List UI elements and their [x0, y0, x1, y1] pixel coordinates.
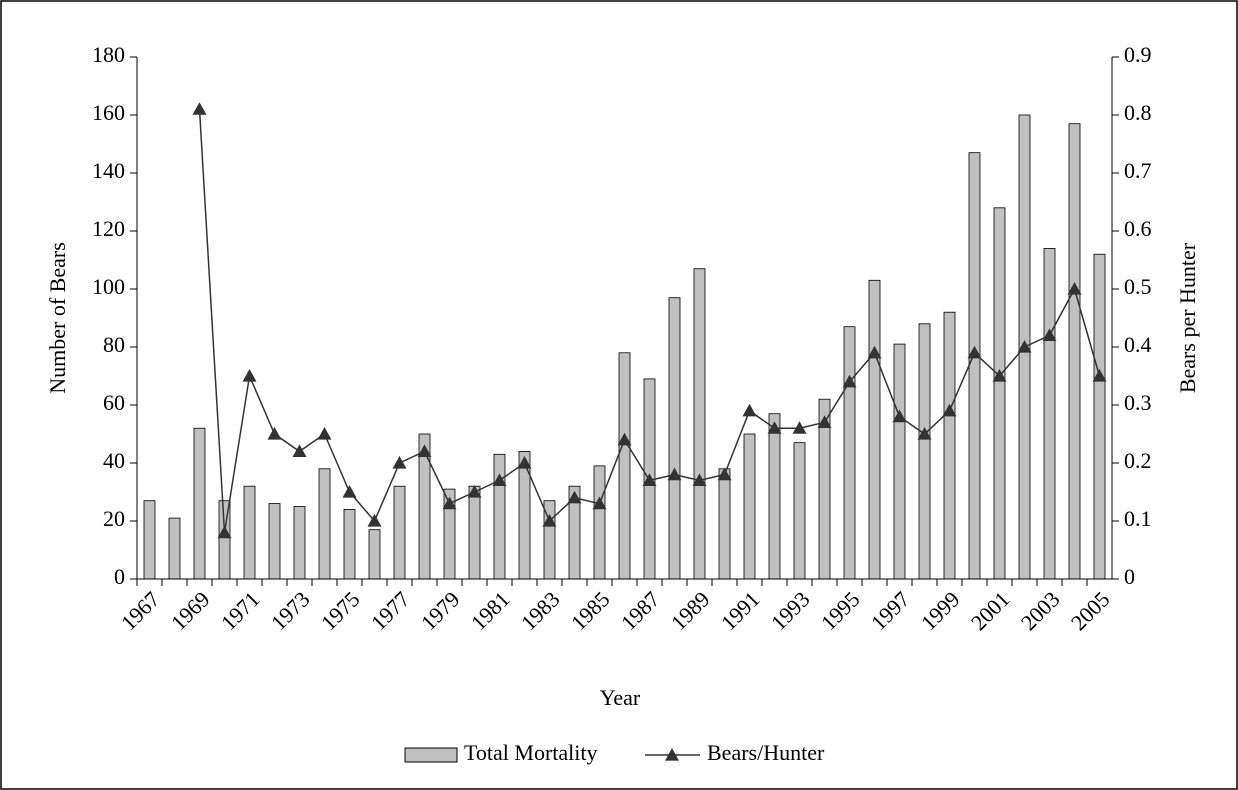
marker — [742, 403, 757, 417]
marker — [867, 345, 882, 359]
bar — [1068, 123, 1081, 580]
y-tick-label: 120 — [92, 216, 125, 241]
marker — [642, 473, 657, 486]
y2-tick-label: 0.8 — [1124, 100, 1152, 125]
marker — [767, 421, 782, 434]
y-tick-label: 100 — [92, 274, 125, 299]
y2-tick-label: 0.9 — [1124, 42, 1152, 67]
y2-tick-label: 0.7 — [1124, 158, 1152, 183]
y-tick-label: 140 — [92, 158, 125, 183]
marker — [517, 456, 532, 469]
legend-swatch — [404, 747, 458, 763]
bar — [843, 326, 856, 580]
marker — [392, 456, 407, 469]
marker — [892, 409, 907, 423]
marker — [467, 485, 482, 498]
marker — [292, 444, 307, 457]
y-tick-label: 180 — [92, 42, 125, 67]
bar — [593, 465, 606, 580]
marker — [267, 427, 282, 440]
bar — [918, 323, 931, 580]
bar — [393, 485, 406, 580]
marker — [192, 102, 207, 115]
bar — [1043, 247, 1056, 580]
marker — [492, 473, 507, 486]
x-axis-label: Year — [600, 685, 641, 710]
marker — [942, 403, 957, 417]
bar — [1093, 253, 1106, 580]
marker — [317, 427, 332, 440]
marker — [667, 467, 682, 481]
marker — [567, 490, 582, 504]
marker — [542, 514, 557, 527]
bar — [943, 311, 956, 580]
bar — [493, 453, 506, 580]
y-tick-label: 0 — [114, 564, 125, 589]
bar — [268, 503, 281, 580]
marker — [692, 473, 707, 486]
marker — [992, 369, 1007, 382]
y2-tick-label: 0.1 — [1124, 506, 1152, 531]
bar — [168, 517, 181, 580]
marker — [217, 525, 232, 539]
y2-tick-label: 0.2 — [1124, 448, 1152, 473]
bar — [743, 433, 756, 580]
bar — [668, 297, 681, 580]
marker — [1067, 282, 1082, 295]
bar — [868, 279, 881, 580]
marker — [1042, 328, 1057, 341]
y2-tick-label: 0.6 — [1124, 216, 1152, 241]
y2-tick-label: 0.4 — [1124, 332, 1152, 357]
bar — [343, 508, 356, 580]
y2-axis-label: Bears per Hunter — [1175, 242, 1200, 393]
marker — [617, 432, 632, 446]
bar — [193, 427, 206, 580]
y-tick-label: 80 — [103, 332, 125, 357]
y-tick-label: 40 — [103, 448, 125, 473]
marker — [717, 467, 732, 481]
marker — [842, 374, 857, 388]
y-tick-label: 20 — [103, 506, 125, 531]
bar — [468, 485, 481, 580]
marker — [242, 369, 257, 382]
bar — [768, 413, 781, 580]
marker — [1092, 369, 1107, 382]
bar — [968, 152, 981, 580]
y2-tick-label: 0.3 — [1124, 390, 1152, 415]
y2-tick-label: 0.5 — [1124, 274, 1152, 299]
marker — [592, 496, 607, 510]
legend-label: Total Mortality — [464, 740, 598, 765]
legend-marker — [665, 748, 679, 761]
marker — [967, 345, 982, 359]
marker — [1017, 340, 1032, 353]
marker — [442, 496, 457, 510]
bar — [893, 343, 906, 580]
marker — [817, 415, 832, 428]
bar — [793, 442, 806, 580]
bar — [718, 468, 731, 580]
bar — [318, 468, 331, 580]
marker — [792, 421, 807, 434]
y2-tick-label: 0 — [1124, 564, 1135, 589]
y-tick-label: 60 — [103, 390, 125, 415]
bar — [993, 207, 1006, 580]
y-axis-label: Number of Bears — [45, 242, 70, 394]
legend-label: Bears/Hunter — [707, 740, 825, 765]
marker — [342, 485, 357, 498]
bar — [693, 268, 706, 580]
bar — [293, 506, 306, 580]
bar — [143, 500, 156, 580]
bar — [618, 352, 631, 580]
marker — [417, 444, 432, 457]
bar — [243, 485, 256, 580]
marker — [367, 514, 382, 527]
bar — [368, 529, 381, 580]
marker — [917, 427, 932, 440]
y-tick-label: 160 — [92, 100, 125, 125]
